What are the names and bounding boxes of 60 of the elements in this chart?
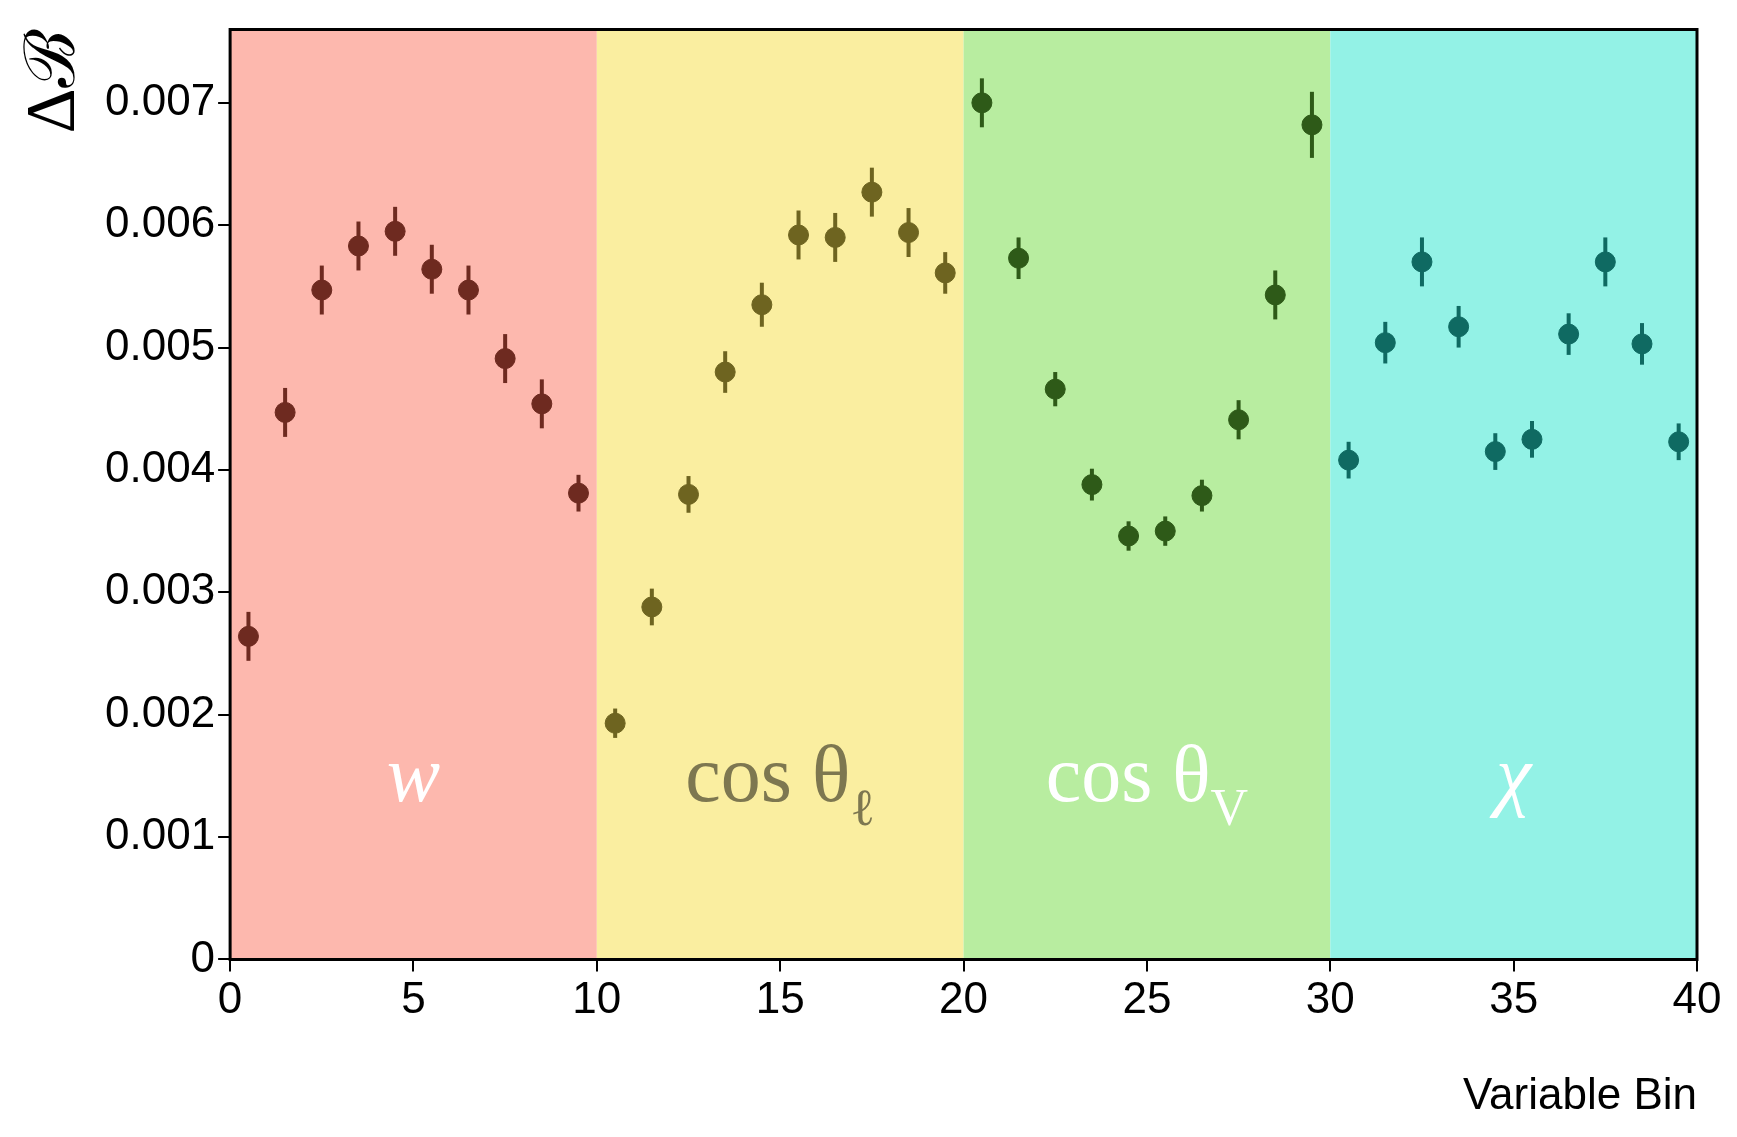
- point: [421, 258, 443, 280]
- point: [1301, 114, 1323, 136]
- point: [1484, 441, 1506, 463]
- point: [1081, 474, 1103, 496]
- y-tick-label: 0.004: [105, 442, 216, 492]
- point: [311, 279, 333, 301]
- y-tick-label: 0: [190, 931, 216, 981]
- point: [1668, 431, 1690, 453]
- point: [1228, 409, 1250, 431]
- y-tick-label: 0.001: [105, 809, 216, 859]
- point: [1374, 332, 1396, 354]
- point: [861, 181, 883, 203]
- point: [1154, 520, 1176, 542]
- point: [1191, 485, 1213, 507]
- point: [1411, 251, 1433, 273]
- point: [1521, 428, 1543, 450]
- x-tick-label: 40: [1672, 972, 1722, 1022]
- point: [1448, 316, 1470, 338]
- y-tick-label: 0.003: [105, 564, 216, 614]
- point: [457, 279, 479, 301]
- x-tick-label: 5: [401, 972, 426, 1022]
- point: [788, 224, 810, 246]
- y-tick-label: 0.002: [105, 686, 216, 736]
- point: [1118, 525, 1140, 547]
- point: [274, 401, 296, 423]
- band-label: χ: [1489, 730, 1534, 819]
- y-axis-title: Δℬ: [12, 29, 90, 134]
- point: [641, 596, 663, 618]
- point: [1264, 284, 1286, 306]
- x-tick-label: 15: [755, 972, 805, 1022]
- point: [1008, 247, 1030, 269]
- band-label: w: [386, 730, 441, 819]
- x-tick-label: 30: [1305, 972, 1355, 1022]
- point: [824, 226, 846, 248]
- point: [678, 483, 700, 505]
- point: [714, 361, 736, 383]
- y-tick-label: 0.006: [105, 197, 216, 247]
- x-tick-label: 10: [572, 972, 622, 1022]
- x-axis-title: Variable Bin: [1463, 1068, 1697, 1118]
- point: [1594, 251, 1616, 273]
- point: [237, 625, 259, 647]
- point: [1338, 449, 1360, 471]
- point: [971, 92, 993, 114]
- y-tick-label: 0.005: [105, 319, 216, 369]
- point: [1631, 333, 1653, 355]
- point: [567, 482, 589, 504]
- point: [531, 393, 553, 415]
- point: [494, 348, 516, 370]
- point: [1558, 323, 1580, 345]
- point: [347, 235, 369, 257]
- x-tick-label: 20: [939, 972, 989, 1022]
- point: [751, 294, 773, 316]
- point: [934, 262, 956, 284]
- point: [604, 712, 626, 734]
- point: [1044, 378, 1066, 400]
- x-tick-label: 35: [1489, 972, 1539, 1022]
- point: [384, 220, 406, 242]
- point: [898, 222, 920, 244]
- y-tick-label: 0.007: [105, 74, 216, 124]
- x-tick-label: 25: [1122, 972, 1172, 1022]
